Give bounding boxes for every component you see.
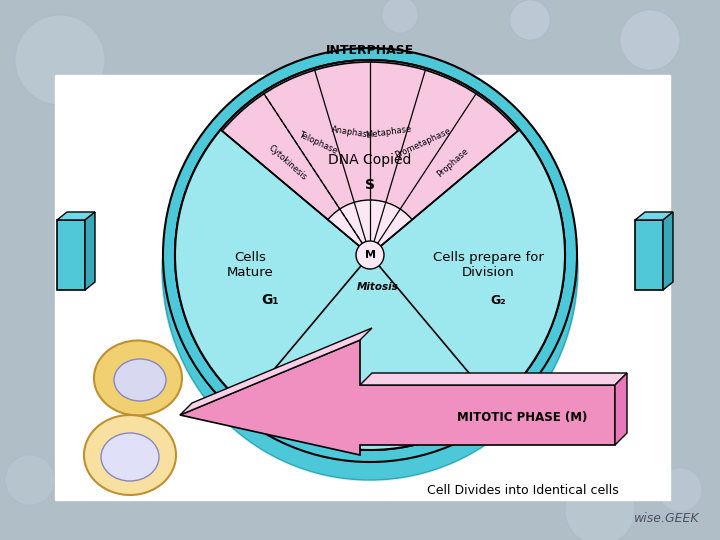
Text: Metaphase: Metaphase — [364, 125, 412, 140]
Circle shape — [382, 0, 418, 33]
Text: Telophase: Telophase — [297, 130, 338, 156]
Circle shape — [356, 241, 384, 269]
Text: S: S — [365, 178, 375, 192]
Polygon shape — [663, 212, 673, 290]
Wedge shape — [222, 62, 518, 255]
Text: Prometaphase: Prometaphase — [393, 126, 452, 159]
Text: Cells
Mature: Cells Mature — [227, 251, 274, 279]
Text: Cell Divides into Identical cells: Cell Divides into Identical cells — [427, 483, 618, 496]
Polygon shape — [57, 212, 95, 220]
Circle shape — [620, 10, 680, 70]
Text: MITOTIC PHASE (M): MITOTIC PHASE (M) — [457, 411, 588, 424]
Text: DNA Copied: DNA Copied — [328, 153, 412, 167]
Text: G₂: G₂ — [490, 294, 505, 307]
Circle shape — [510, 0, 550, 40]
Polygon shape — [85, 212, 95, 290]
Bar — [57, 220, 85, 290]
Ellipse shape — [114, 359, 166, 401]
Text: M: M — [364, 250, 376, 260]
Circle shape — [163, 48, 577, 462]
Text: Mitosis: Mitosis — [357, 282, 399, 292]
Polygon shape — [635, 212, 673, 220]
FancyBboxPatch shape — [55, 75, 670, 500]
Ellipse shape — [101, 433, 159, 481]
Circle shape — [5, 455, 55, 505]
Ellipse shape — [84, 415, 176, 495]
Polygon shape — [180, 328, 372, 415]
Bar — [635, 220, 663, 290]
Polygon shape — [163, 255, 577, 480]
Circle shape — [167, 70, 573, 476]
Text: Prophase: Prophase — [435, 146, 470, 179]
Circle shape — [175, 60, 565, 450]
Text: wise.GEEK: wise.GEEK — [634, 512, 700, 525]
Wedge shape — [328, 200, 412, 255]
Polygon shape — [360, 373, 627, 385]
Text: Anaphase: Anaphase — [330, 125, 374, 140]
Circle shape — [15, 15, 105, 105]
Text: INTERPHASE: INTERPHASE — [326, 44, 414, 57]
Polygon shape — [615, 373, 627, 445]
Circle shape — [565, 475, 635, 540]
Text: Cells prepare for
Division: Cells prepare for Division — [433, 251, 544, 279]
Polygon shape — [180, 340, 615, 455]
Text: Cytokinesis: Cytokinesis — [266, 143, 309, 182]
Circle shape — [175, 60, 565, 450]
Text: G₁: G₁ — [261, 293, 279, 307]
Ellipse shape — [94, 341, 182, 415]
Circle shape — [658, 468, 702, 512]
